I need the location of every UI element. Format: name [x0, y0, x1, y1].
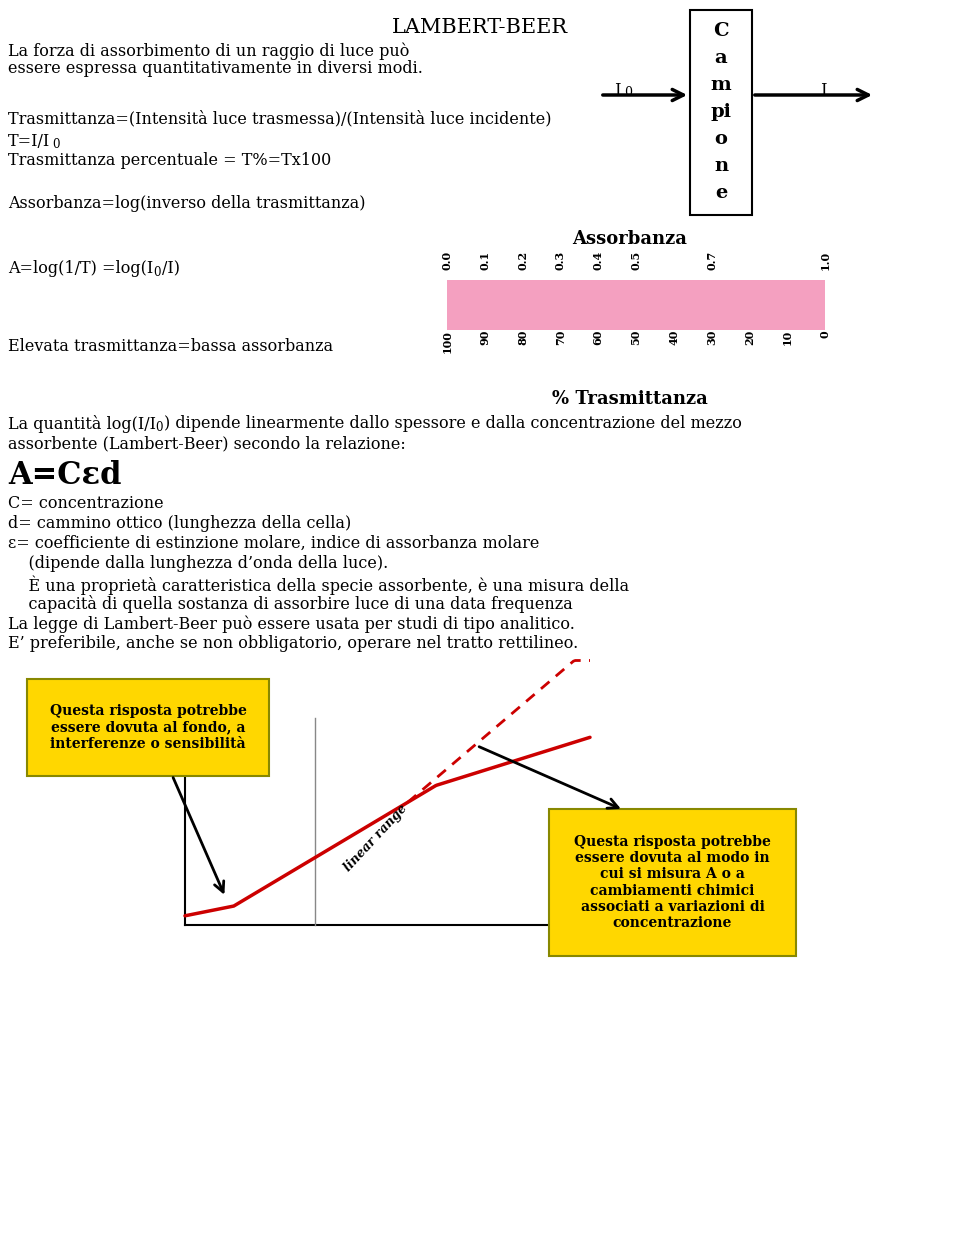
Text: Assorbanza=log(inverso della trasmittanza): Assorbanza=log(inverso della trasmittanz…	[8, 195, 366, 212]
Text: C= concentrazione: C= concentrazione	[8, 495, 163, 512]
Text: a: a	[714, 49, 728, 67]
Text: 0.1: 0.1	[479, 251, 491, 270]
Text: 80: 80	[517, 330, 528, 346]
Text: % Trasmittanza: % Trasmittanza	[552, 390, 708, 408]
Text: 0.4: 0.4	[592, 251, 604, 270]
Text: Trasmittanza=(Intensità luce trasmessa)/(Intensità luce incidente): Trasmittanza=(Intensità luce trasmessa)/…	[8, 110, 551, 127]
Text: 0: 0	[153, 266, 160, 279]
Text: A=log(1/T) =log(I: A=log(1/T) =log(I	[8, 260, 154, 277]
Text: 0.7: 0.7	[707, 251, 717, 270]
Text: 0.0: 0.0	[442, 251, 452, 270]
Text: La quantità log(I/I: La quantità log(I/I	[8, 415, 156, 433]
Text: 30: 30	[707, 330, 717, 346]
FancyBboxPatch shape	[549, 809, 796, 955]
Text: Assorbanza: Assorbanza	[572, 230, 687, 249]
Text: C: C	[713, 22, 729, 40]
Text: T=I/I: T=I/I	[8, 132, 50, 150]
Text: 60: 60	[592, 330, 604, 346]
Text: Trasmittanza percentuale = T%=Tx100: Trasmittanza percentuale = T%=Tx100	[8, 152, 331, 169]
Text: Questa risposta potrebbe
essere dovuta al fondo, a
interferenze o sensibilità: Questa risposta potrebbe essere dovuta a…	[50, 704, 247, 751]
Text: A: A	[165, 709, 177, 727]
Text: 40: 40	[668, 330, 680, 346]
Text: essere espressa quantitativamente in diversi modi.: essere espressa quantitativamente in div…	[8, 60, 422, 77]
Text: n: n	[714, 157, 728, 175]
FancyBboxPatch shape	[27, 679, 269, 776]
Text: m: m	[710, 76, 732, 94]
Text: o: o	[714, 130, 728, 147]
Text: d= cammino ottico (lunghezza della cella): d= cammino ottico (lunghezza della cella…	[8, 515, 351, 532]
Text: A=Cεd: A=Cεd	[8, 460, 122, 491]
Text: E’ preferibile, anche se non obbligatorio, operare nel tratto rettilineo.: E’ preferibile, anche se non obbligatori…	[8, 634, 578, 652]
Text: È una proprietà caratteristica della specie assorbente, è una misura della: È una proprietà caratteristica della spe…	[8, 575, 629, 595]
Text: 20: 20	[744, 330, 755, 345]
Bar	[447, 280, 825, 330]
Text: La forza di assorbimento di un raggio di luce può: La forza di assorbimento di un raggio di…	[8, 42, 409, 60]
Text: /I): /I)	[162, 260, 180, 277]
Text: I: I	[820, 82, 827, 99]
Text: e: e	[715, 184, 727, 202]
Text: Questa risposta potrebbe
essere dovuta al modo in
cui si misura A o a
cambiament: Questa risposta potrebbe essere dovuta a…	[574, 836, 771, 931]
Text: 0: 0	[52, 137, 60, 151]
Text: Elevata trasmittanza=bassa assorbanza: Elevata trasmittanza=bassa assorbanza	[8, 338, 333, 355]
Text: 1.0: 1.0	[820, 251, 830, 270]
Text: 70: 70	[555, 330, 565, 346]
Text: 0: 0	[155, 421, 162, 433]
Text: LAMBERT-BEER: LAMBERT-BEER	[392, 17, 568, 37]
Text: 50: 50	[631, 330, 641, 346]
Text: (dipende dalla lunghezza d’onda della luce).: (dipende dalla lunghezza d’onda della lu…	[8, 555, 388, 572]
Text: assorbente (Lambert-Beer) secondo la relazione:: assorbente (Lambert-Beer) secondo la rel…	[8, 435, 406, 452]
Text: 100: 100	[442, 330, 452, 353]
Text: linear range: linear range	[341, 802, 410, 873]
Text: 0.2: 0.2	[517, 251, 528, 270]
Text: 0.5: 0.5	[631, 251, 641, 270]
Text: La legge di Lambert-Beer può essere usata per studi di tipo analitico.: La legge di Lambert-Beer può essere usat…	[8, 615, 575, 632]
Text: I: I	[614, 82, 620, 99]
Text: 90: 90	[479, 330, 491, 346]
Text: 0.3: 0.3	[555, 251, 565, 270]
Text: ) dipende linearmente dallo spessore e dalla concentrazione del mezzo: ) dipende linearmente dallo spessore e d…	[164, 415, 742, 432]
Bar	[690, 10, 752, 215]
Text: c: c	[573, 943, 583, 960]
Text: 0: 0	[820, 330, 830, 337]
Text: 0: 0	[624, 86, 632, 99]
Text: ε= coefficiente di estinzione molare, indice di assorbanza molare: ε= coefficiente di estinzione molare, in…	[8, 535, 540, 552]
Text: 10: 10	[781, 330, 793, 345]
Text: capacità di quella sostanza di assorbire luce di una data frequenza: capacità di quella sostanza di assorbire…	[8, 595, 573, 613]
Text: pi: pi	[710, 102, 732, 121]
